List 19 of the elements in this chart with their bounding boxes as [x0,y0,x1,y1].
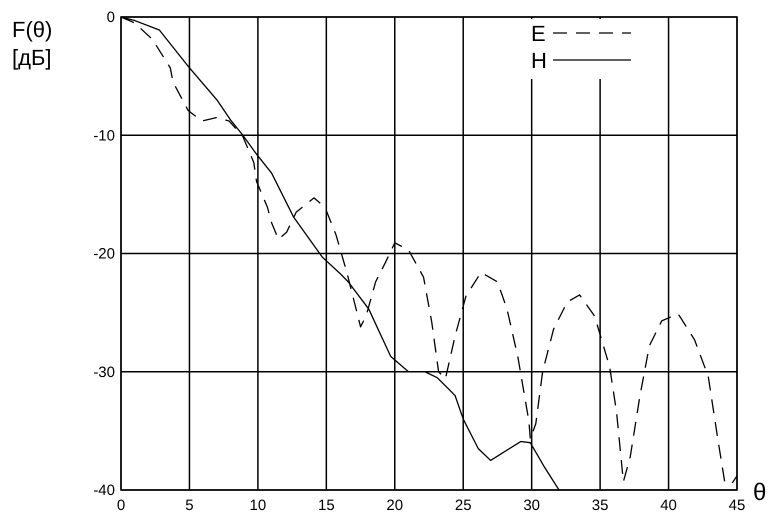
legend-label: H [531,48,547,73]
x-tick-label: 35 [592,497,608,514]
x-tick-label: 10 [250,497,266,514]
y-axis-title: F(θ) [дБ] [12,17,52,70]
x-tick-label: 15 [318,497,335,514]
x-tick-label: 0 [116,497,126,514]
y-tick-label: -30 [93,364,115,381]
x-tick-label: 25 [454,497,472,514]
y-tick-label: -20 [93,246,115,262]
legend-label: E [531,21,546,46]
x-tick-label: 45 [728,497,746,514]
x-tick-label: 30 [523,497,540,514]
x-tick-label: 40 [660,497,677,514]
y-tick-label: -10 [93,127,115,144]
x-tick-label: 20 [386,497,404,514]
y-tick-label: 0 [106,9,115,26]
x-axis-title: θ [753,479,766,506]
x-tick-label: 5 [185,497,194,514]
y-tick-label: -40 [93,482,115,499]
